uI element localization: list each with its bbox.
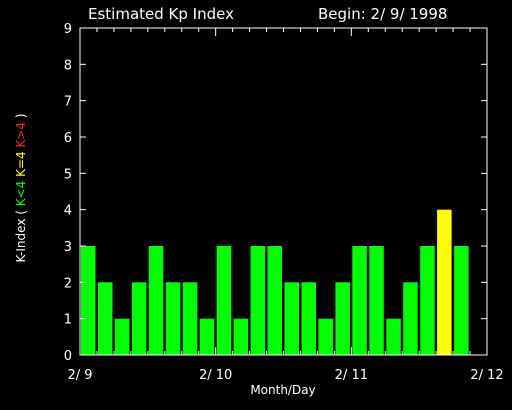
y-tick-label: 3 xyxy=(64,240,72,255)
bar xyxy=(216,246,232,355)
y-tick-label: 5 xyxy=(64,167,72,182)
bar xyxy=(284,282,299,355)
bar xyxy=(420,246,435,355)
bars-group xyxy=(81,209,469,355)
bar xyxy=(81,246,96,355)
y-axis-label-part: K>4 xyxy=(14,122,28,148)
y-axis-label-part: K-Index ( xyxy=(14,206,28,262)
y-axis-label-part: ) xyxy=(14,113,28,122)
y-tick-label: 8 xyxy=(64,58,72,73)
y-tick-label: 0 xyxy=(64,349,72,364)
y-tick-label: 2 xyxy=(64,276,72,291)
y-tick-label: 6 xyxy=(64,131,72,146)
begin-date-label: Begin: 2/ 9/ 1998 xyxy=(318,5,447,23)
bar xyxy=(454,246,469,355)
bar xyxy=(301,282,316,355)
y-tick-label: 4 xyxy=(64,204,72,219)
y-axis-label-part: K=4 xyxy=(14,148,28,177)
bar xyxy=(318,318,333,355)
bar xyxy=(199,318,215,355)
bar xyxy=(98,282,113,355)
bar xyxy=(386,318,401,355)
y-tick-label: 7 xyxy=(64,95,72,110)
bar xyxy=(403,282,418,355)
bar xyxy=(131,282,147,355)
chart-title: Estimated Kp Index xyxy=(88,5,234,23)
bar xyxy=(182,282,198,355)
bar xyxy=(165,282,181,355)
bar xyxy=(335,282,350,355)
x-tick-label: 2/ 9 xyxy=(67,368,92,383)
axes-group: 0 1 2 3 4 5 6 7 8 9 2/ 9 2/ 10 2/ 11 2/ 12 xyxy=(64,22,504,383)
y-tick-label: 9 xyxy=(64,22,72,37)
x-tick-label: 2/ 10 xyxy=(199,368,232,383)
y-axis-label-part: K<4 xyxy=(14,177,28,206)
x-tick-label: 2/ 11 xyxy=(335,368,368,383)
bar xyxy=(250,246,266,355)
bar xyxy=(352,246,367,355)
y-axis-label: K-Index ( K<4 K=4 K>4 ) xyxy=(14,113,28,262)
bar xyxy=(114,318,130,355)
bar xyxy=(437,209,452,355)
y-tick-label: 1 xyxy=(64,313,72,328)
bar xyxy=(267,246,282,355)
bar xyxy=(148,246,164,355)
x-tick-label: 2/ 12 xyxy=(470,368,503,383)
bar xyxy=(369,246,384,355)
x-axis-label: Month/Day xyxy=(250,383,315,397)
bar xyxy=(233,318,249,355)
